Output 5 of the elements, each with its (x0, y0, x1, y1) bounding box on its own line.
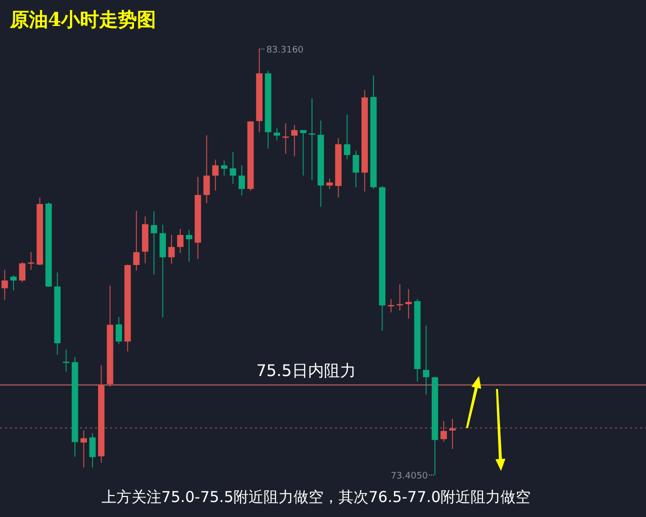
chart-title: 原油4小时走势图 (9, 9, 156, 31)
ref-line-label: 75.5日内阻力 (256, 360, 356, 380)
text: 上方关注75.0-75.5附近阻力做空，其次76.5-77.0附近阻力做空 (101, 488, 531, 506)
annotation: 73.4050 (390, 472, 428, 482)
annotation: 83.3160 (266, 46, 304, 56)
